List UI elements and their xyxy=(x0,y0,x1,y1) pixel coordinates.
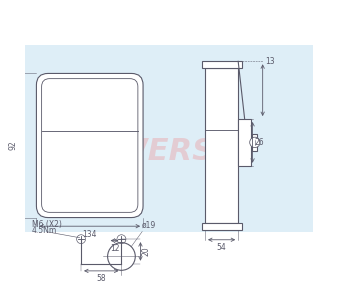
Text: BOWERS: BOWERS xyxy=(66,137,215,166)
Text: 12: 12 xyxy=(110,244,119,253)
Text: 58: 58 xyxy=(96,274,106,283)
Text: 54: 54 xyxy=(217,244,226,253)
Text: ø19: ø19 xyxy=(142,220,156,229)
Text: 4.5Nm: 4.5Nm xyxy=(32,226,57,235)
Text: 134: 134 xyxy=(82,230,97,239)
Bar xyxy=(201,61,242,68)
Text: 20: 20 xyxy=(142,246,151,256)
Circle shape xyxy=(107,243,135,270)
FancyBboxPatch shape xyxy=(37,73,143,218)
Circle shape xyxy=(250,137,260,148)
Bar xyxy=(201,223,242,230)
Bar xyxy=(252,134,258,151)
Text: M6 (X2): M6 (X2) xyxy=(32,220,62,229)
Bar xyxy=(238,119,251,166)
Text: 92: 92 xyxy=(9,141,18,150)
Bar xyxy=(205,68,238,223)
Bar xyxy=(25,45,313,232)
Text: 13: 13 xyxy=(265,57,274,66)
Text: 26: 26 xyxy=(254,138,264,147)
